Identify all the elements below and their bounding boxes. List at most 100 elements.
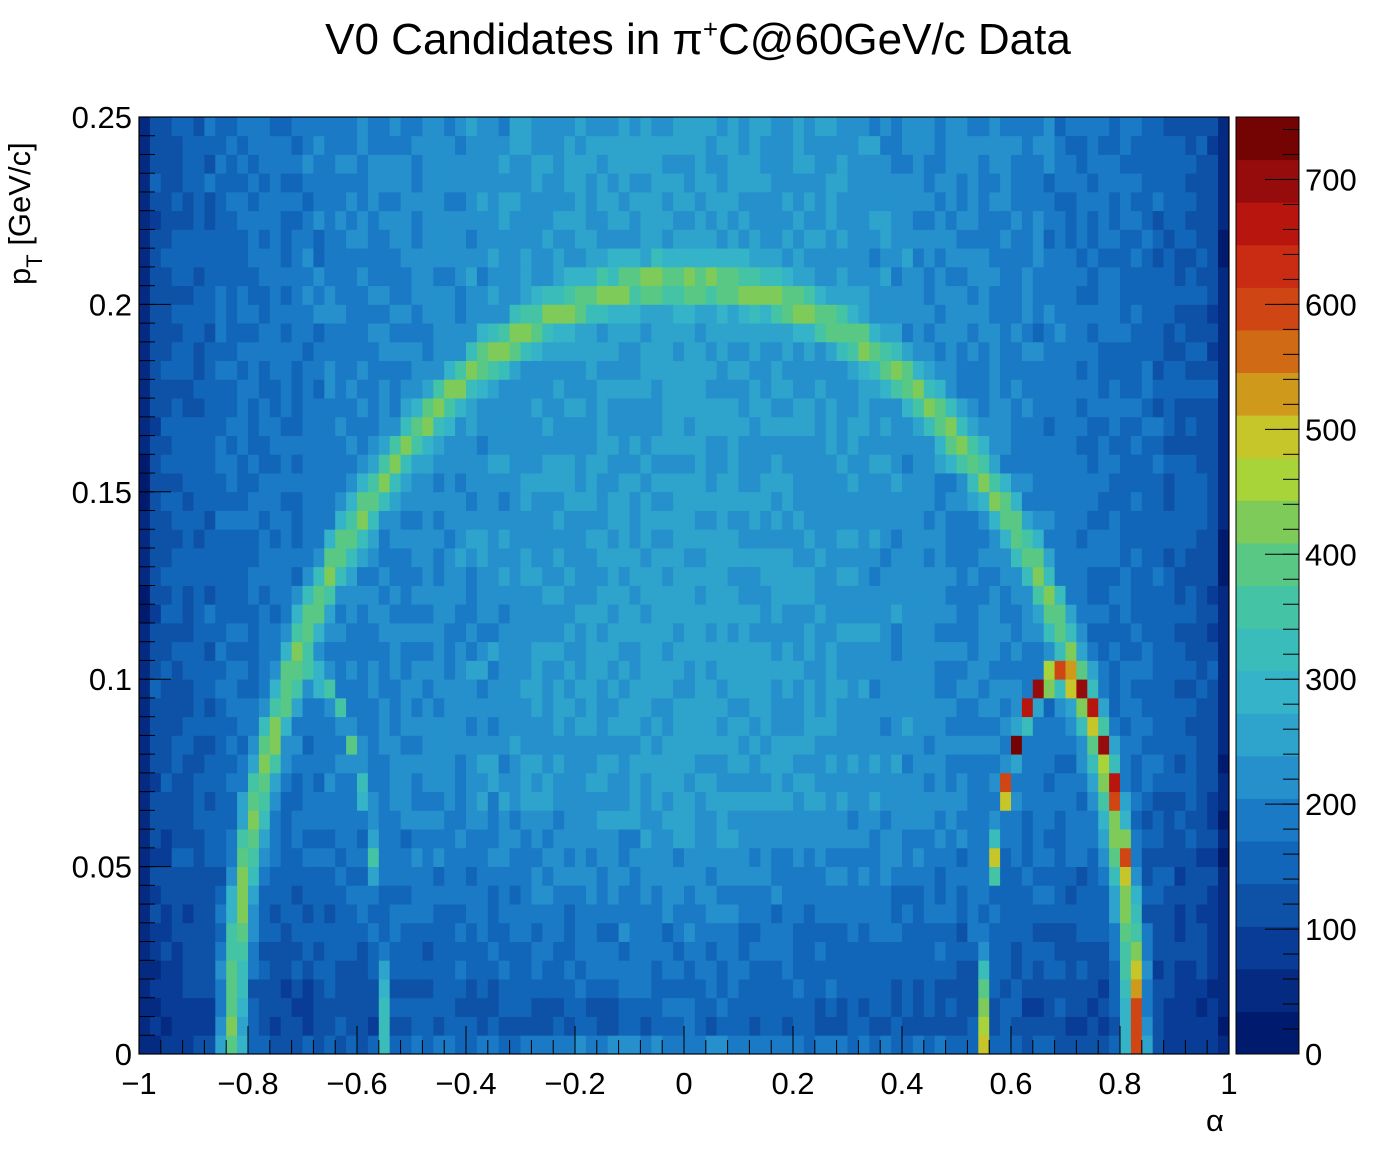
- heatmap-cell: [793, 1035, 805, 1055]
- heatmap-cell: [1120, 922, 1132, 942]
- heatmap-cell: [1196, 641, 1208, 661]
- heatmap-cell: [618, 360, 630, 380]
- heatmap-cell: [520, 697, 532, 718]
- heatmap-cell: [160, 398, 173, 418]
- heatmap-cell: [509, 510, 521, 530]
- heatmap-cell: [346, 210, 358, 230]
- heatmap-cell: [793, 529, 805, 549]
- heatmap-cell: [673, 735, 685, 755]
- heatmap-cell: [367, 1016, 380, 1036]
- heatmap-cell: [1043, 641, 1055, 661]
- heatmap-cell: [433, 904, 445, 924]
- heatmap-cell: [455, 360, 467, 380]
- heatmap-cell: [280, 323, 292, 343]
- heatmap-cell: [1032, 622, 1045, 643]
- heatmap-cell: [433, 229, 445, 249]
- heatmap-cell: [455, 941, 467, 961]
- heatmap-cell: [476, 604, 489, 624]
- heatmap-cell: [1174, 922, 1186, 942]
- heatmap-cell: [378, 360, 391, 380]
- heatmap-cell: [869, 791, 881, 811]
- heatmap-cell: [902, 641, 914, 661]
- heatmap-cell: [302, 435, 314, 455]
- heatmap-cell: [269, 735, 282, 755]
- heatmap-cell: [694, 754, 707, 774]
- heatmap-cell: [684, 360, 696, 380]
- heatmap-cell: [400, 304, 412, 324]
- heatmap-cell: [596, 885, 609, 905]
- heatmap-cell: [793, 154, 805, 174]
- heatmap-cell: [564, 210, 576, 230]
- heatmap-cell: [793, 266, 805, 287]
- heatmap-cell: [1218, 660, 1230, 680]
- heatmap-cell: [749, 660, 761, 680]
- heatmap-cell: [673, 1035, 685, 1055]
- heatmap-cell: [629, 285, 641, 305]
- heatmap-cell: [346, 679, 358, 699]
- heatmap-cell: [1163, 979, 1175, 999]
- heatmap-cell: [902, 117, 914, 137]
- heatmap-cell: [204, 1035, 216, 1055]
- heatmap-cell: [1065, 323, 1077, 343]
- heatmap-cell: [934, 810, 946, 830]
- heatmap-cell: [324, 885, 336, 905]
- heatmap-cell: [531, 248, 543, 268]
- heatmap-cell: [891, 491, 903, 511]
- heatmap-cell: [487, 754, 500, 774]
- heatmap-cell: [716, 585, 728, 605]
- heatmap-cell: [204, 885, 216, 905]
- heatmap-cell: [400, 1035, 412, 1055]
- heatmap-cell: [422, 1035, 434, 1055]
- heatmap-cell: [869, 922, 881, 942]
- heatmap-cell: [324, 960, 336, 980]
- heatmap-cell: [171, 772, 183, 793]
- heatmap-cell: [716, 979, 728, 999]
- heatmap-cell: [891, 416, 903, 436]
- heatmap-cell: [847, 866, 859, 886]
- heatmap-cell: [607, 135, 619, 155]
- heatmap-cell: [1065, 997, 1077, 1017]
- heatmap-cell: [258, 529, 271, 549]
- heatmap-cell: [585, 585, 598, 605]
- heatmap-cell: [357, 135, 369, 155]
- heatmap-cell: [237, 454, 249, 474]
- heatmap-cell: [411, 979, 423, 999]
- heatmap-cell: [1054, 979, 1066, 999]
- heatmap-cell: [662, 847, 674, 867]
- heatmap-cell: [378, 810, 391, 830]
- heatmap-cell: [280, 810, 292, 830]
- heatmap-cell: [934, 885, 946, 905]
- heatmap-cell: [793, 697, 805, 718]
- heatmap-cell: [793, 960, 805, 980]
- heatmap-cell: [1120, 960, 1132, 980]
- heatmap-cell: [302, 997, 314, 1017]
- heatmap-cell: [836, 791, 848, 811]
- chart-title-sup: +: [703, 14, 718, 44]
- heatmap-cell: [378, 229, 391, 249]
- heatmap-cell: [902, 960, 914, 980]
- heatmap-cell: [149, 117, 162, 137]
- heatmap-cell: [171, 716, 183, 736]
- heatmap-cell: [749, 229, 761, 249]
- heatmap-cell: [1000, 360, 1012, 380]
- heatmap-cell: [738, 922, 750, 942]
- heatmap-cell: [923, 473, 936, 493]
- heatmap-cell: [1065, 847, 1077, 867]
- heatmap-cell: [149, 791, 162, 811]
- heatmap-cell: [1043, 266, 1055, 287]
- heatmap-cell: [814, 585, 827, 605]
- heatmap-cell: [607, 1035, 619, 1055]
- heatmap-cell: [858, 885, 870, 905]
- heatmap-cell: [1207, 791, 1219, 811]
- heatmap-cell: [215, 1016, 227, 1036]
- heatmap-cell: [149, 304, 162, 324]
- heatmap-cell: [237, 248, 249, 268]
- heatmap-cell: [869, 679, 881, 699]
- heatmap-cell: [738, 716, 750, 736]
- heatmap-cell: [1087, 266, 1099, 287]
- heatmap-cell: [455, 847, 467, 867]
- heatmap-cell: [389, 622, 401, 643]
- heatmap-cell: [673, 829, 685, 849]
- heatmap-cell: [1152, 829, 1164, 849]
- heatmap-cell: [673, 398, 685, 418]
